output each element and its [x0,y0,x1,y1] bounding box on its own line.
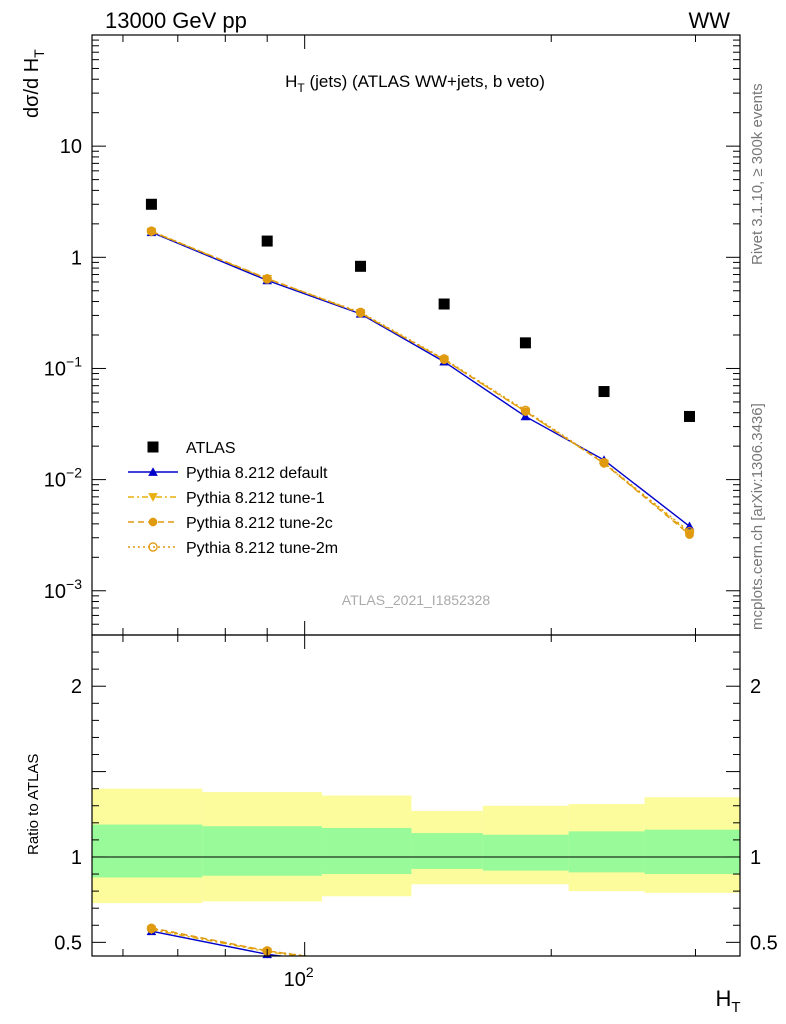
legend-label: Pythia 8.212 default [186,465,328,482]
collision-label: 13000 GeV pp [105,8,247,33]
legend-marker [148,467,158,476]
tick-exponent: 2 [306,964,314,980]
series-line [151,230,690,533]
data-point [146,923,157,934]
data-point [684,526,695,537]
legend-marker [148,517,158,527]
uncertainty-band-inner [411,833,483,869]
legend-marker [147,441,159,453]
y-tick-label-right: 1 [750,847,761,869]
data-point [685,530,694,539]
plot-title-sub: T [297,81,305,95]
tick-exponent: −1 [66,353,82,369]
analysis-watermark: ATLAS_2021_I1852328 [342,592,491,608]
data-point [683,410,695,422]
xlabel-sub: T [731,999,740,1016]
main-ylabel-main: dσ/d H [21,58,43,118]
series-pythia-8-212-default [146,926,287,959]
rivet-label: Rivet 3.1.10, ≥ 300k events [749,83,766,265]
series-line [151,231,690,527]
data-point [262,274,272,284]
y-tick-label-right: 0.5 [750,932,778,954]
tick-exponent: −2 [66,465,82,481]
y-tick-label-left: 2 [71,676,82,698]
plot-title: HT (jets) (ATLAS WW+jets, b veto) [285,72,545,95]
ratio-y-ticks: 2 2 1 1 0.5 0.5 [54,651,778,954]
data-point [355,307,366,318]
series-pythia-8-212-tune-2c [147,923,310,956]
mcplots-label: mcplots.cern.ch [arXiv:1306.3436] [749,403,766,630]
y-tick-label: 1 [71,247,82,269]
ratio-ylabel: Ratio to ATLAS [25,754,42,855]
data-point [145,198,157,210]
legend-label: Pythia 8.212 tune-2m [186,540,338,557]
data-point [438,298,450,310]
legend-entry: Pythia 8.212 tune-2m [128,540,338,557]
data-point [520,405,531,416]
data-point [439,354,449,364]
legend-label: ATLAS [186,440,236,457]
tick-base: 10 [284,969,306,991]
uncertainty-band-inner [482,834,569,871]
plot-title-rest: (jets) (ATLAS WW+jets, b veto) [305,72,545,91]
data-point [599,457,609,468]
y-tick-label: 10 [60,136,82,158]
ratio-frame [91,634,741,957]
uncertainty-band-inner [568,831,645,873]
y-tick-label-left: 0.5 [54,932,82,954]
tick-exponent: −3 [66,576,82,592]
y-tick-label: 10−2 [44,465,82,492]
y-tick-label-right: 2 [750,676,761,698]
tick-base: 10 [44,581,66,603]
legend-label: Pythia 8.212 tune-2c [186,515,333,532]
legend-entry: ATLAS [147,440,236,457]
tick-base: 10 [44,470,66,492]
x-tick-label: 102 [284,964,314,991]
series-pythia-8-212-default [146,227,695,531]
uncertainty-band-inner [644,829,740,875]
legend: ATLAS Pythia 8.212 default Pythia 8.212 tu… [128,440,338,557]
x-ticks: 102 [122,35,696,991]
series-pythia-8-212-tune-1 [146,925,304,957]
data-point [146,226,157,236]
plot-title-main: H [285,72,297,91]
xlabel-main: H [715,986,731,1011]
legend-entry: Pythia 8.212 default [128,465,328,482]
uncertainty-band-inner [92,824,203,878]
legend-label: Pythia 8.212 tune-1 [186,490,325,507]
xlabel: HT [715,986,740,1016]
series-line [151,927,310,956]
data-point [261,235,273,247]
legend-marker [148,542,158,552]
y-tick-label: 10−1 [44,353,82,380]
y-tick-label: 10−3 [44,576,82,603]
legend-entry: Pythia 8.212 tune-2c [128,515,333,532]
data-point [598,386,610,398]
series-line [151,231,690,534]
y-tick-label-left: 1 [71,847,82,869]
data-point [519,337,531,349]
process-label: WW [688,8,730,33]
legend-entry: Pythia 8.212 tune-1 [128,490,325,507]
main-ylabel-sub: T [31,49,47,58]
main-ylabel: dσ/d HT [21,49,47,118]
tick-base: 10 [44,358,66,380]
ratio-bands [92,788,740,904]
series-pythia-8-212-tune-2m [146,923,313,956]
uncertainty-band-inner [322,827,412,875]
data-point [355,260,367,272]
series-atlas [145,198,695,422]
legend-marker [148,493,158,502]
uncertainty-band-inner [202,826,323,876]
series-pythia-8-212-tune-2m [146,226,695,537]
